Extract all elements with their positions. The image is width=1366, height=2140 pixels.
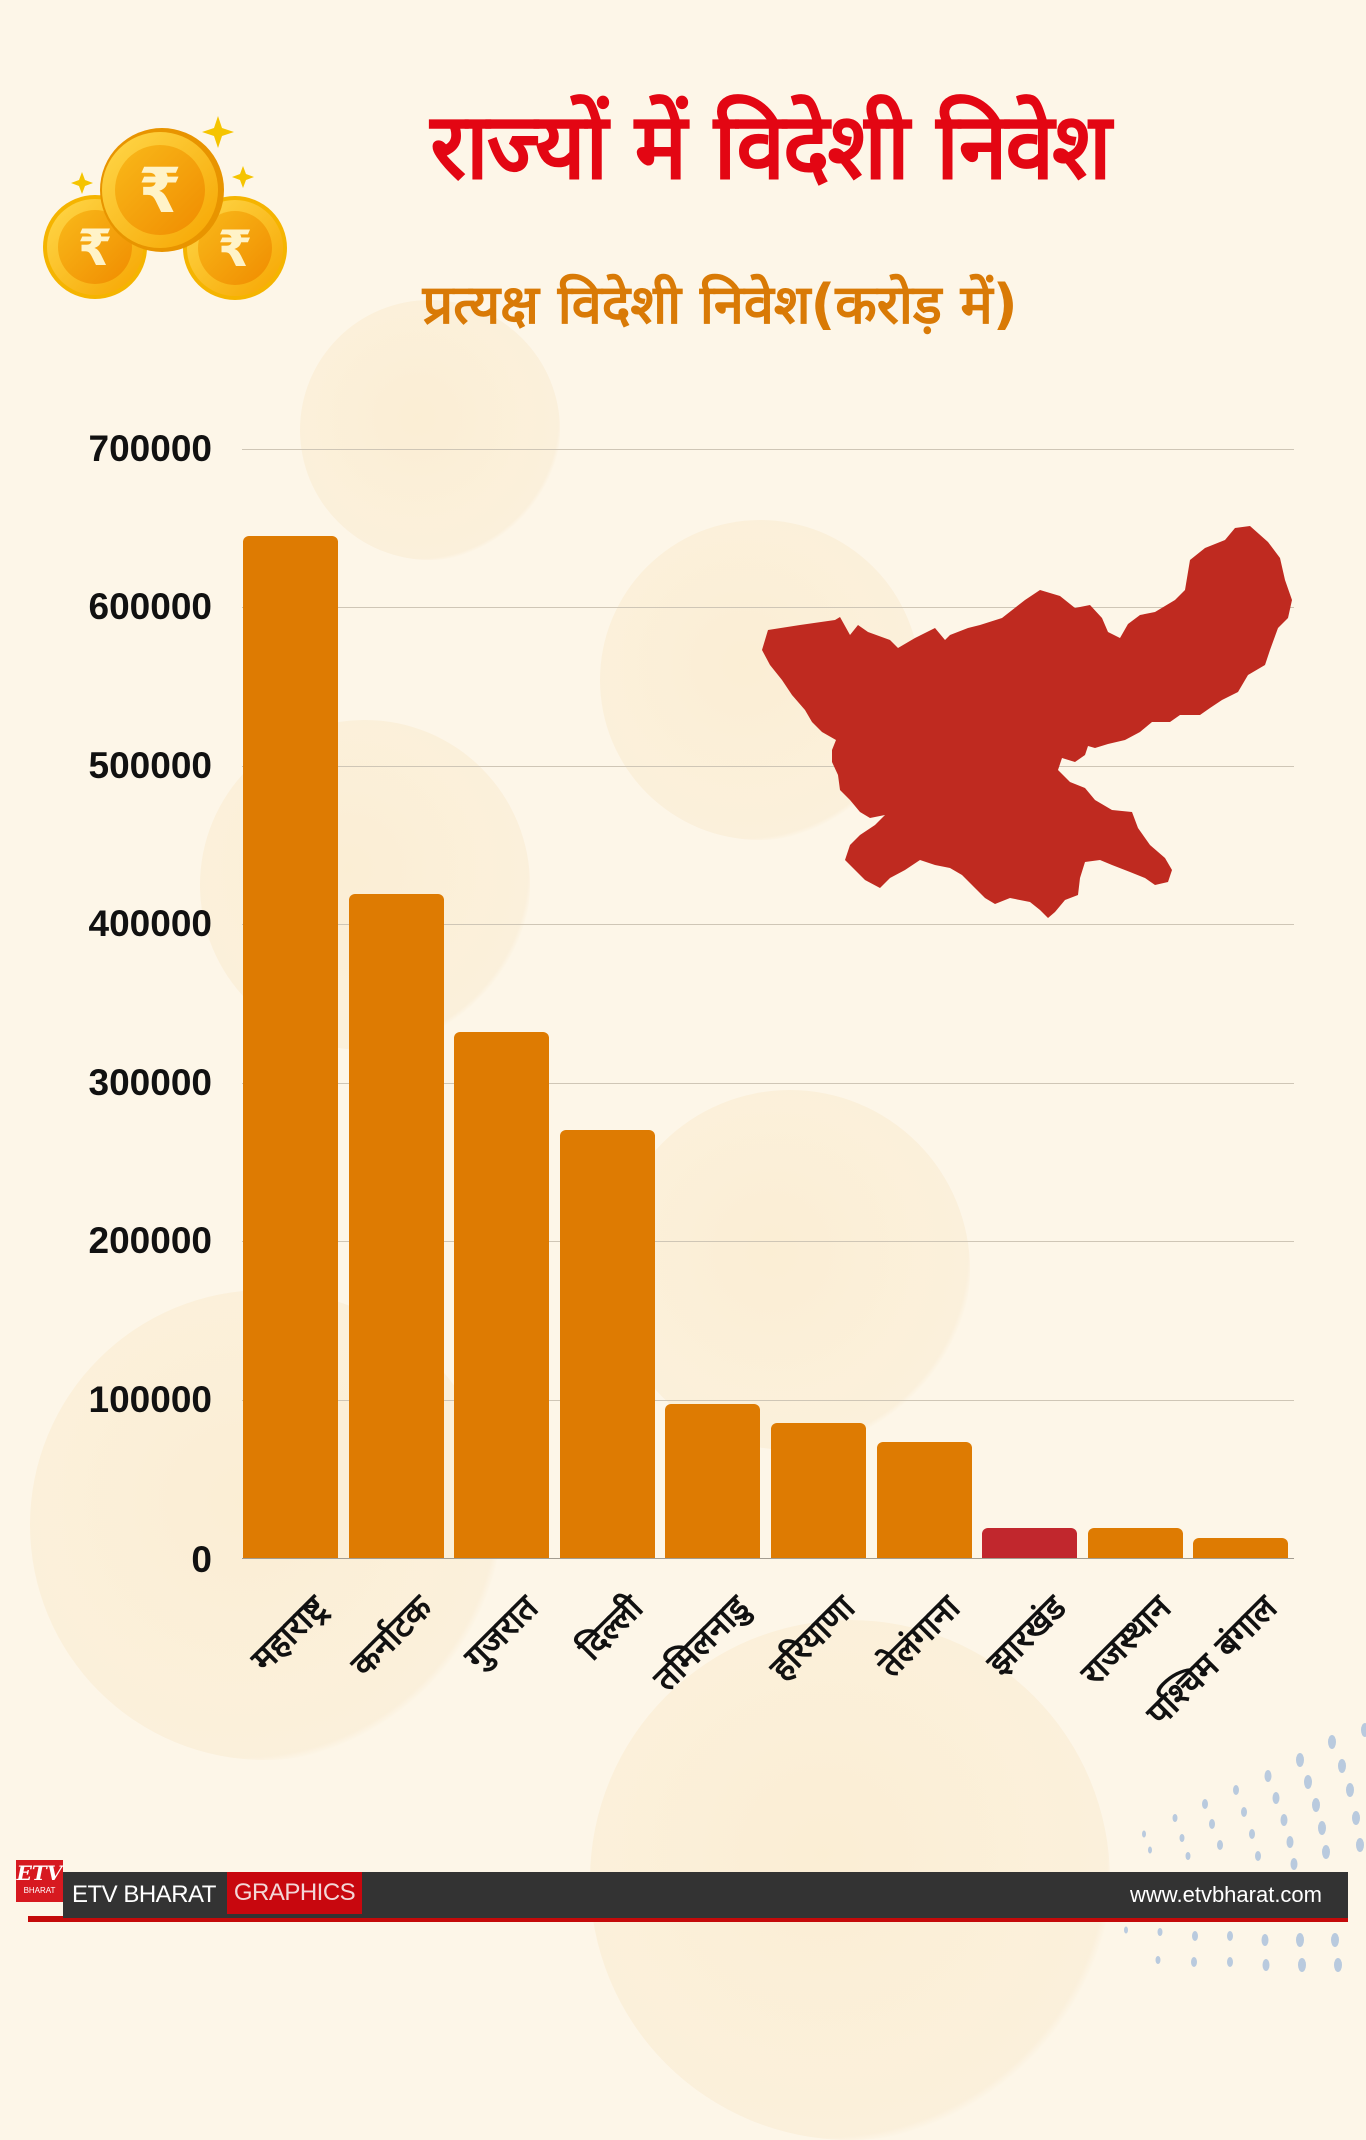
jharkhand-map-icon (762, 526, 1292, 918)
gridline-300000 (242, 1083, 1294, 1084)
bar (454, 1032, 550, 1558)
footer-red-strip (28, 1916, 1348, 1922)
x-axis-baseline (242, 1558, 1294, 1559)
y-tick-label: 500000 (88, 745, 212, 786)
gridline-500000 (242, 766, 1294, 767)
gridline-600000 (242, 607, 1294, 608)
bar (559, 1130, 655, 1558)
bar (348, 894, 444, 1558)
bar (876, 1442, 972, 1558)
bar (771, 1423, 866, 1558)
bar (982, 1527, 1078, 1558)
svg-text:₹: ₹ (138, 154, 181, 227)
dotted-arc-decoration (1124, 1723, 1366, 1972)
section-badge: GRAPHICS (227, 1872, 362, 1914)
gridline-100000 (242, 1400, 1294, 1401)
y-tick-label: 200000 (88, 1220, 212, 1261)
bar (243, 536, 338, 1558)
website-link[interactable]: www.etvbharat.com (1130, 1882, 1322, 1907)
chart-subtitle: प्रत्यक्ष विदेशी निवेश(करोड़ में) (422, 273, 1018, 336)
page-title: राज्यों में विदेशी निवेश (430, 93, 1111, 200)
gridline-200000 (242, 1241, 1294, 1242)
svg-text:₹: ₹ (78, 219, 113, 277)
y-tick-label: 0 (191, 1539, 212, 1580)
logo-mark: ETV (16, 1861, 63, 1885)
bar (1193, 1538, 1289, 1558)
y-tick-label: 300000 (88, 1062, 212, 1103)
logo-subtext: BHARAT (23, 1886, 56, 1895)
bar (1087, 1527, 1183, 1558)
y-tick-label: 100000 (88, 1379, 212, 1420)
svg-text:₹: ₹ (218, 220, 253, 278)
y-tick-label: 700000 (88, 428, 212, 469)
brand-name: ETV BHARAT (72, 1881, 216, 1908)
gridline-700000 (242, 449, 1294, 450)
gridline-400000 (242, 924, 1294, 925)
y-tick-label: 400000 (88, 903, 212, 944)
etv-bharat-logo: ETV BHARAT (16, 1860, 63, 1902)
y-tick-label: 600000 (88, 586, 212, 627)
footer-bar: ETV BHARAT ETV BHARAT GRAPHICS www.etvbh… (16, 1860, 1348, 1924)
rupee-coins-icon: ₹ ₹ ₹ (43, 116, 287, 300)
bar-chart: 700000 600000 500000 400000 300000 20000… (88, 428, 1294, 1734)
bar (665, 1404, 761, 1558)
